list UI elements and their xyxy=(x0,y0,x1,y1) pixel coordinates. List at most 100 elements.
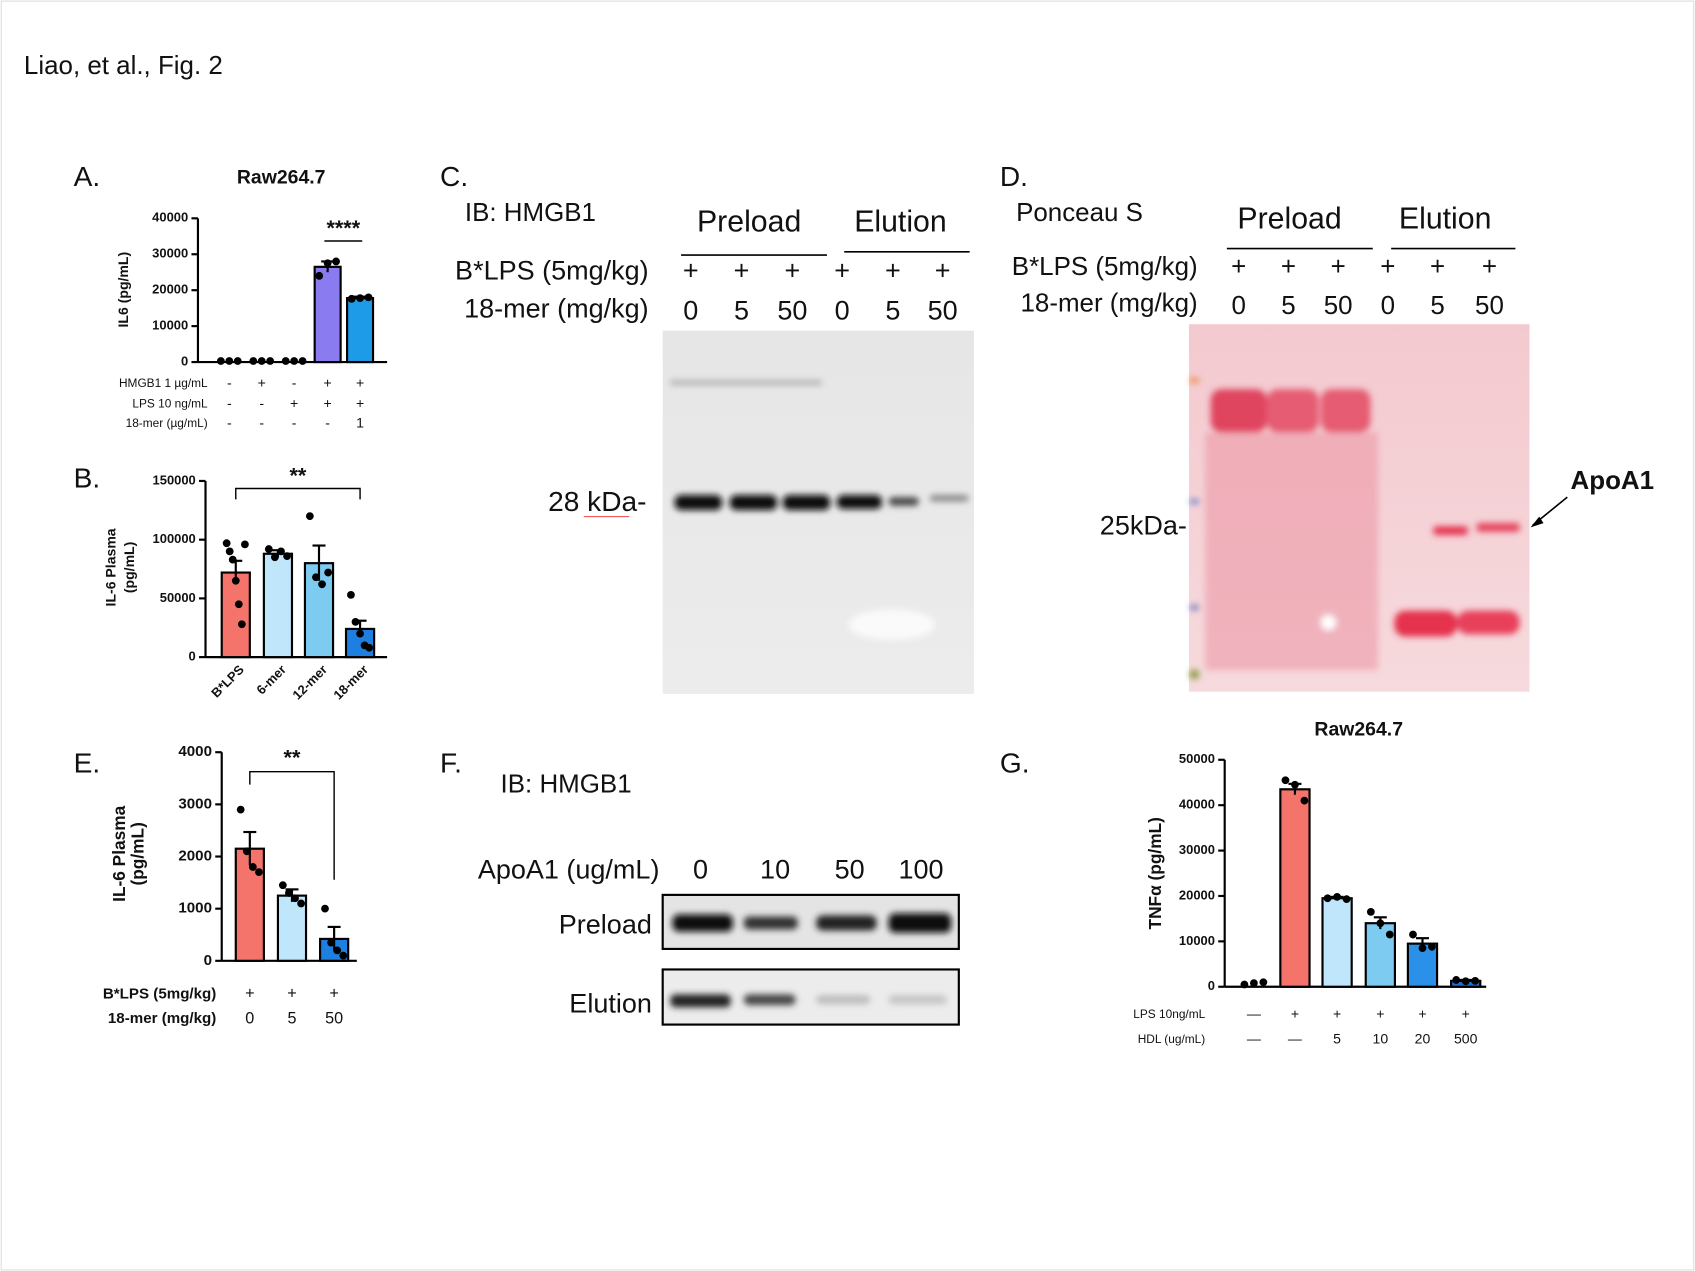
band-annotation: ApoA1 xyxy=(1571,467,1655,495)
y-axis-label: (pg/mL) xyxy=(128,822,148,885)
data-point xyxy=(1333,892,1341,901)
data-point xyxy=(1300,796,1309,805)
data-point xyxy=(1461,977,1470,986)
condition-value: + xyxy=(1333,1006,1341,1022)
condition-value: + xyxy=(258,374,266,390)
condition-value: + xyxy=(245,985,254,1003)
y-tick-label: 40000 xyxy=(152,210,188,225)
significance: **** xyxy=(326,215,360,240)
y-tick-label: 1000 xyxy=(178,900,212,917)
bar xyxy=(262,552,294,659)
condition-value: - xyxy=(227,395,232,411)
data-point xyxy=(365,643,374,652)
row-label: ApoA1 (ug/mL) xyxy=(478,854,660,884)
data-point xyxy=(1409,930,1417,939)
lane-label: 0 xyxy=(835,295,850,325)
condition-value: - xyxy=(292,374,297,390)
panel-label: D. xyxy=(1000,161,1028,192)
significance: ** xyxy=(284,744,301,769)
chart-title: Raw264.7 xyxy=(237,166,326,188)
condition-value: - xyxy=(259,414,264,430)
condition-value: + xyxy=(356,374,364,390)
data-point xyxy=(1385,930,1394,939)
y-tick-label: 30000 xyxy=(1179,842,1215,857)
lane-label: 100 xyxy=(898,854,943,884)
condition-label: 18-mer (mg/kg) xyxy=(108,1010,216,1027)
data-point xyxy=(234,600,243,609)
lane-label: 50 xyxy=(835,854,865,884)
data-point xyxy=(290,357,299,365)
condition-value: 500 xyxy=(1454,1030,1478,1046)
y-axis-label: IL6 (pg/mL) xyxy=(115,252,131,328)
lane-label: 5 xyxy=(885,295,900,325)
data-point xyxy=(364,293,373,302)
condition-value: - xyxy=(325,414,330,430)
condition-value: 50 xyxy=(325,1009,343,1027)
data-point xyxy=(1452,976,1461,984)
data-point xyxy=(1428,942,1436,951)
data-point xyxy=(1240,980,1249,989)
y-tick-label: 10000 xyxy=(152,318,188,333)
group-label: Preload xyxy=(1237,202,1341,235)
y-tick-label: 40000 xyxy=(1179,797,1215,812)
data-point xyxy=(1471,976,1480,985)
panel-label: G. xyxy=(1000,748,1030,779)
bar xyxy=(1321,897,1353,988)
significance: ** xyxy=(290,462,307,487)
condition-value: + xyxy=(1291,1006,1299,1022)
group-label: Elution xyxy=(854,206,947,239)
data-point xyxy=(285,889,293,897)
blot-row-label: Elution xyxy=(569,988,652,1018)
data-point xyxy=(1291,780,1299,789)
lane-label: + xyxy=(1482,253,1497,281)
data-point xyxy=(233,357,242,365)
y-tick-label: 100000 xyxy=(153,531,196,546)
condition-value: — xyxy=(1288,1030,1303,1046)
condition-value: + xyxy=(287,985,296,1003)
lane-label: + xyxy=(1430,253,1445,281)
blot-label: IB: HMGB1 xyxy=(501,771,632,799)
blot-c xyxy=(583,330,974,694)
data-point xyxy=(1418,944,1427,953)
data-point xyxy=(248,863,257,871)
lane-label: 50 xyxy=(777,295,807,325)
data-point xyxy=(1366,907,1375,916)
lane-label: + xyxy=(784,255,800,285)
y-tick-label: 10000 xyxy=(1179,933,1215,948)
lane-label: + xyxy=(734,255,750,285)
data-point xyxy=(225,547,234,556)
data-point xyxy=(332,257,340,266)
data-point xyxy=(339,951,348,960)
condition-value: 1 xyxy=(356,414,364,430)
data-point xyxy=(1376,919,1385,928)
data-point xyxy=(278,881,287,890)
condition-value: - xyxy=(259,395,264,411)
data-point xyxy=(241,540,249,549)
panel-label: C. xyxy=(440,161,468,192)
lane-label: + xyxy=(834,255,850,285)
data-point xyxy=(312,573,320,582)
lane-label: + xyxy=(683,255,699,285)
y-tick-label: 0 xyxy=(189,649,196,664)
y-tick-label: 3000 xyxy=(178,795,212,812)
figure-title: Liao, et al., Fig. 2 xyxy=(24,52,223,80)
bar xyxy=(346,297,375,364)
lane-label: 50 xyxy=(1475,292,1504,320)
condition-value: — xyxy=(1247,1006,1262,1022)
y-tick-label: 150000 xyxy=(153,472,196,487)
data-point xyxy=(277,547,285,556)
data-point xyxy=(305,512,314,521)
panel-label: B. xyxy=(74,462,101,493)
bar xyxy=(220,571,251,659)
lane-label: 0 xyxy=(693,854,708,884)
condition-value: + xyxy=(329,985,338,1003)
lane-label: 50 xyxy=(928,295,958,325)
condition-value: — xyxy=(1247,1030,1262,1046)
data-point xyxy=(257,357,266,365)
lane-label: 0 xyxy=(683,295,698,325)
blot-label: IB: HMGB1 xyxy=(465,199,596,227)
lane-label: 10 xyxy=(760,854,790,884)
group-label: Elution xyxy=(1399,202,1492,235)
data-point xyxy=(1342,895,1351,904)
